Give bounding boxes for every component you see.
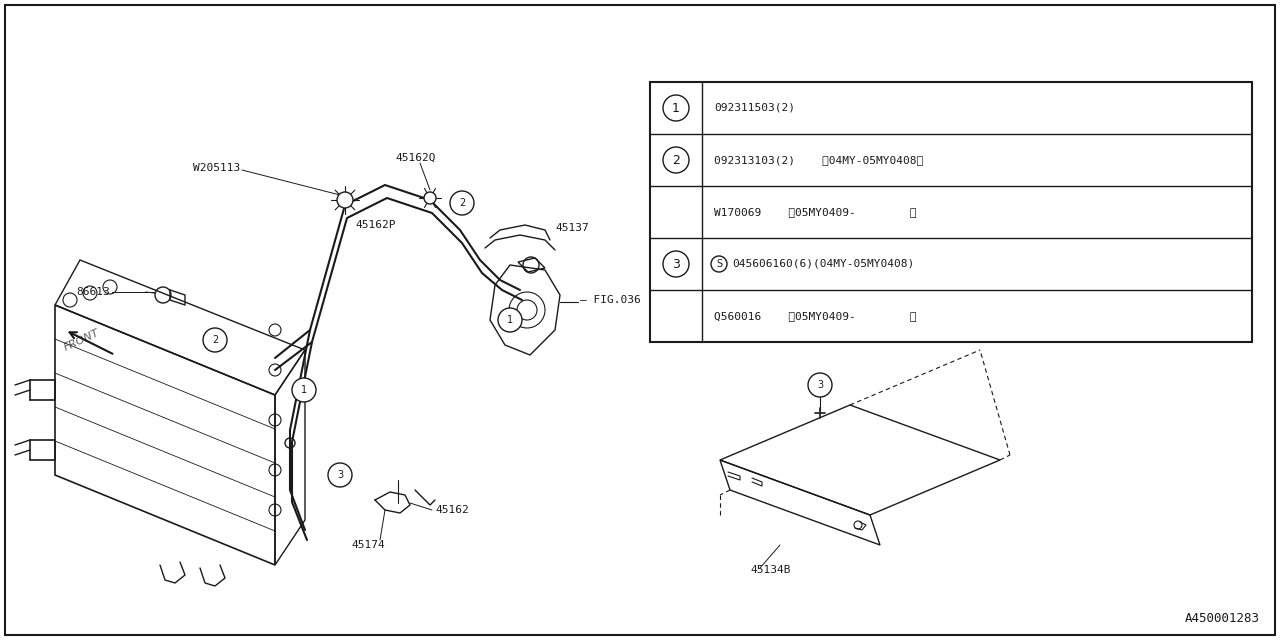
Text: FRONT: FRONT: [63, 328, 101, 353]
Circle shape: [663, 95, 689, 121]
Text: 86613: 86613: [77, 287, 110, 297]
Circle shape: [204, 328, 227, 352]
Text: 45134B: 45134B: [750, 565, 791, 575]
Circle shape: [663, 147, 689, 173]
Text: 2: 2: [672, 154, 680, 166]
Circle shape: [424, 192, 436, 204]
Text: 2: 2: [458, 198, 465, 208]
Text: 3: 3: [337, 470, 343, 480]
Text: W170069    〄05MY0409-        々: W170069 〄05MY0409- 々: [714, 207, 916, 217]
Text: 1: 1: [301, 385, 307, 395]
Circle shape: [710, 256, 727, 272]
Circle shape: [328, 463, 352, 487]
Text: S: S: [716, 259, 722, 269]
Text: 3: 3: [672, 257, 680, 271]
Text: W205113: W205113: [193, 163, 241, 173]
Text: 3: 3: [817, 380, 823, 390]
Circle shape: [663, 251, 689, 277]
Text: — FIG.036: — FIG.036: [580, 295, 641, 305]
Text: 45174: 45174: [351, 540, 385, 550]
Text: 45162P: 45162P: [355, 220, 396, 230]
Text: 2: 2: [212, 335, 218, 345]
Circle shape: [337, 192, 353, 208]
Circle shape: [292, 378, 316, 402]
Circle shape: [451, 191, 474, 215]
Text: A450001283: A450001283: [1185, 612, 1260, 625]
Text: Q560016    〄05MY0409-        々: Q560016 〄05MY0409- 々: [714, 311, 916, 321]
Text: 1: 1: [672, 102, 680, 115]
Text: 45162Q: 45162Q: [396, 153, 435, 163]
Text: 092311503(2): 092311503(2): [714, 103, 795, 113]
Text: 092313103(2)    〄04MY-05MY0408々: 092313103(2) 〄04MY-05MY0408々: [714, 155, 923, 165]
Text: 045606160(6)(04MY-05MY0408): 045606160(6)(04MY-05MY0408): [732, 259, 914, 269]
Circle shape: [498, 308, 522, 332]
Text: 45162: 45162: [435, 505, 468, 515]
Text: 1: 1: [507, 315, 513, 325]
Text: 45137: 45137: [556, 223, 589, 233]
Circle shape: [808, 373, 832, 397]
